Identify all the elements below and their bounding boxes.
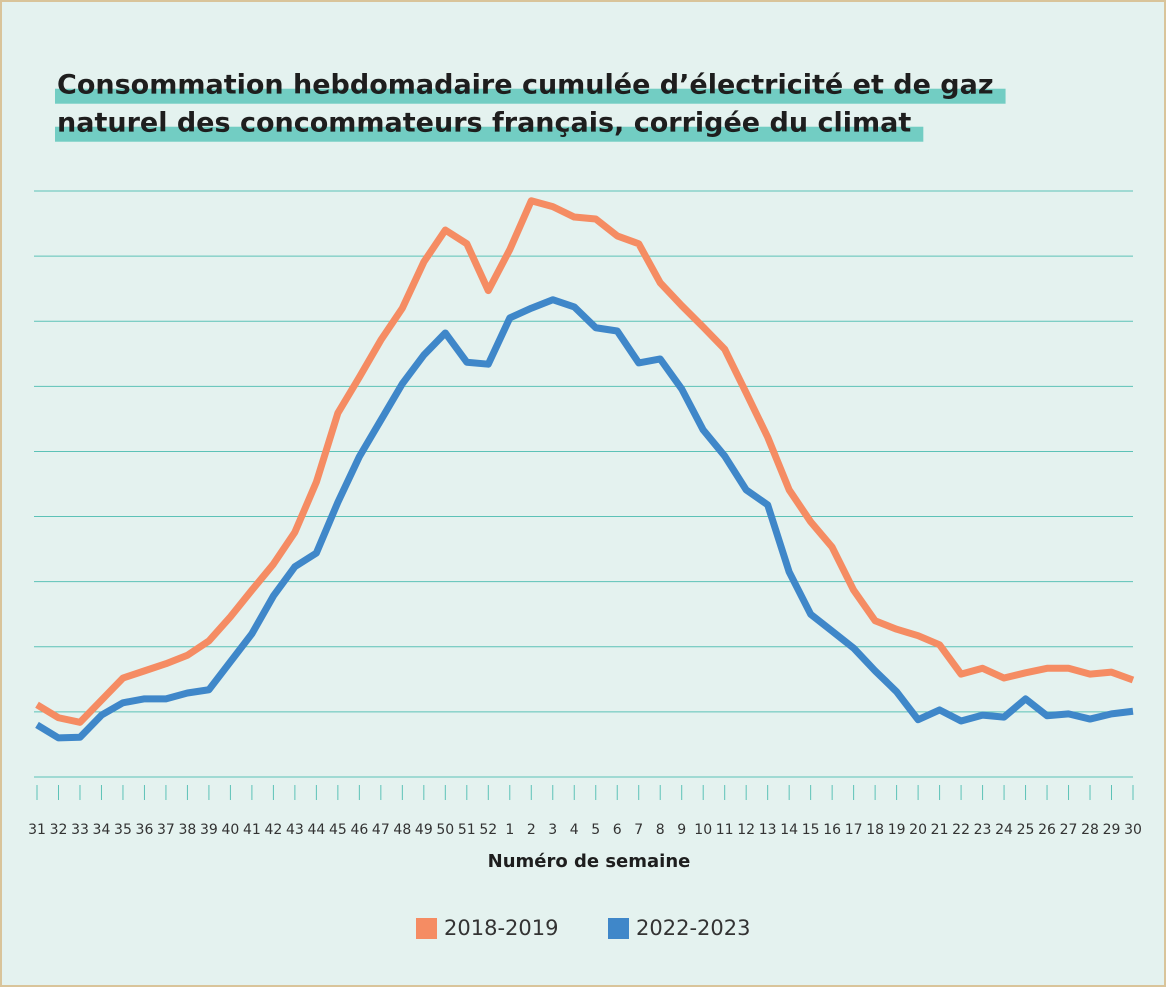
- line-series: [35, 197, 1135, 726]
- legend-label: 2022-2023: [636, 916, 750, 940]
- x-tick-label: 34: [93, 822, 111, 838]
- x-tick-label: 38: [179, 822, 197, 838]
- x-tick-label: 29: [1103, 822, 1121, 838]
- x-tick-label: 37: [157, 822, 175, 838]
- x-tick-label: 20: [909, 822, 927, 838]
- x-tick-label: 8: [656, 822, 665, 838]
- x-tick-label: 2: [527, 822, 536, 838]
- x-tick-label: 46: [350, 822, 368, 838]
- x-tick-label: 21: [931, 822, 949, 838]
- x-tick-label: 15: [802, 822, 820, 838]
- x-tick-label: 22: [952, 822, 970, 838]
- x-tick-label: 14: [780, 822, 798, 838]
- x-tick-label: 25: [1017, 822, 1035, 838]
- x-tick-label: 1: [505, 822, 514, 838]
- line-series: [35, 296, 1134, 742]
- x-tick-label: 35: [114, 822, 132, 838]
- title-highlight: [55, 88, 1006, 104]
- x-tick-label: 41: [243, 822, 261, 838]
- x-tick-label: 27: [1060, 822, 1078, 838]
- x-tick-label: 32: [50, 822, 68, 838]
- x-tick-label: 18: [866, 822, 884, 838]
- x-tick-label: 39: [200, 822, 218, 838]
- x-tick-label: 28: [1081, 822, 1099, 838]
- title-highlights: [55, 88, 1006, 142]
- legend-swatch: [416, 918, 437, 939]
- x-tick-label: 26: [1038, 822, 1056, 838]
- x-tick-label: 7: [634, 822, 643, 838]
- x-tick-label: 45: [329, 822, 347, 838]
- x-tick-label: 10: [694, 822, 712, 838]
- x-tick-label: 40: [221, 822, 239, 838]
- x-tick-label: 42: [264, 822, 282, 838]
- x-tick-label: 5: [591, 822, 600, 838]
- chart-title: Consommation hebdomadaire cumulée d’élec…: [57, 70, 994, 101]
- x-tick-label: 13: [759, 822, 777, 838]
- chart-title: naturel des concommateurs français, corr…: [57, 108, 911, 139]
- x-tick-label: 9: [677, 822, 686, 838]
- x-tick-label: 30: [1124, 822, 1142, 838]
- x-tick-label: 23: [974, 822, 992, 838]
- x-tick-label: 19: [888, 822, 906, 838]
- x-tick-label: 49: [415, 822, 433, 838]
- x-tick-label: 24: [995, 822, 1013, 838]
- x-tick-label: 44: [307, 822, 325, 838]
- x-tick-label: 4: [570, 822, 579, 838]
- x-tick-label: 43: [286, 822, 304, 838]
- x-tick-label: 47: [372, 822, 390, 838]
- x-axis-label: Numéro de semaine: [488, 851, 691, 872]
- x-tick-label: 6: [613, 822, 622, 838]
- title-highlight: [55, 126, 924, 142]
- x-tick-label: 36: [136, 822, 154, 838]
- x-tick-label: 31: [28, 822, 46, 838]
- x-tick-label: 52: [479, 822, 497, 838]
- x-tick-label: 17: [845, 822, 863, 838]
- x-tick-label: 48: [393, 822, 411, 838]
- x-tick-label: 51: [458, 822, 476, 838]
- x-tick-label: 11: [716, 822, 734, 838]
- x-tick-label: 12: [737, 822, 755, 838]
- x-tick-label: 16: [823, 822, 841, 838]
- legend-label: 2018-2019: [444, 916, 558, 940]
- x-tick-label: 3: [548, 822, 557, 838]
- x-tick-label: 33: [71, 822, 89, 838]
- legend-swatch: [608, 918, 629, 939]
- x-tick-label: 50: [436, 822, 454, 838]
